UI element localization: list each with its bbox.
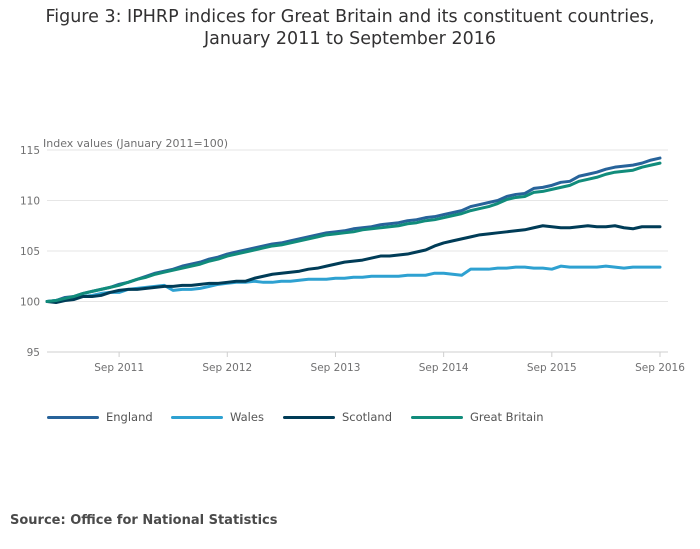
x-tick-label: Sep 2011 <box>94 362 144 374</box>
legend-swatch-england <box>47 415 99 419</box>
legend-label-scotland: Scotland <box>342 410 392 424</box>
y-tick-labels: 95 100 105 110 115 <box>20 145 40 359</box>
series-line-wales <box>45 264 662 303</box>
chart-title: Figure 3: IPHRP indices for Great Britai… <box>0 6 700 50</box>
series-lines <box>45 156 662 305</box>
series-line-scotland <box>45 224 662 305</box>
chart-title-line1: Figure 3: IPHRP indices for Great Britai… <box>45 7 655 27</box>
legend-item-great-britain[interactable]: Great Britain <box>411 408 544 426</box>
legend-swatch-scotland <box>283 415 335 419</box>
x-tick-label: Sep 2016 <box>635 362 685 374</box>
y-tick-label: 110 <box>20 196 40 208</box>
y-tick-label: 100 <box>20 297 40 309</box>
y-axis-label: Index values (January 2011=100) <box>43 137 228 150</box>
legend-swatch-great-britain <box>411 415 463 419</box>
y-tick-label: 115 <box>20 145 40 157</box>
axis-labels: Index values (January 2011=100) <box>43 137 228 150</box>
x-tick-label: Sep 2015 <box>527 362 577 374</box>
x-tick-label: Sep 2012 <box>202 362 252 374</box>
legend-label-great-britain: Great Britain <box>470 410 544 424</box>
grid-lines <box>47 149 668 357</box>
source-note: Source: Office for National Statistics <box>10 513 278 528</box>
legend-item-wales[interactable]: Wales <box>171 408 264 426</box>
chart-title-line2: January 2011 to September 2016 <box>204 29 496 49</box>
legend-item-england[interactable]: England <box>47 408 153 426</box>
legend-swatch-wales <box>171 415 223 419</box>
legend-label-wales: Wales <box>230 410 264 424</box>
y-tick-label: 95 <box>27 347 40 359</box>
legend-label-england: England <box>106 410 153 424</box>
x-tick-label: Sep 2014 <box>419 362 469 374</box>
x-tick-labels: Sep 2011 Sep 2012 Sep 2013 Sep 2014 Sep 2015… <box>94 362 685 374</box>
legend-item-scotland[interactable]: Scotland <box>283 408 392 426</box>
series-line-great-britain <box>45 161 662 303</box>
y-tick-label: 105 <box>20 246 40 258</box>
x-tick-label: Sep 2013 <box>311 362 361 374</box>
